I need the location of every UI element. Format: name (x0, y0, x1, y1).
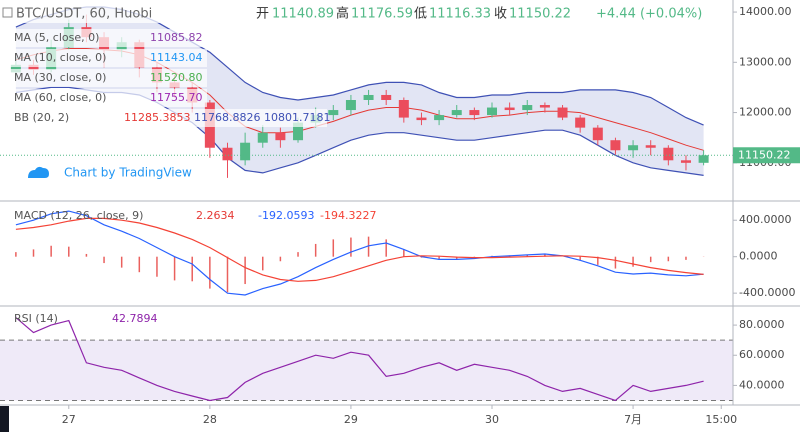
y-tick-label: -400.0000 (739, 286, 795, 299)
candle-body (345, 100, 356, 111)
indicator-value: 11520.80 (150, 71, 203, 84)
change: +4.44 (+0.04%) (596, 7, 702, 22)
candle-body (257, 132, 268, 143)
indicator-name: MA (30, close, 0) (14, 71, 106, 84)
candle-body (663, 147, 674, 161)
y-tick-label: 12000.00 (739, 106, 792, 119)
symbol-title: BTC/USDT, 60, Huobi (16, 7, 152, 22)
candle-body (539, 105, 550, 108)
collapse-icon[interactable] (2, 7, 13, 18)
indicator-name: MA (5, close, 0) (14, 31, 99, 44)
last-price-tag (733, 147, 800, 164)
indicator-legend-bg (2, 109, 327, 127)
indicator-name: MA (60, close, 0) (14, 91, 106, 104)
credit: Chart by TradingView (22, 160, 202, 184)
x-tick-label: 7月 (624, 413, 642, 426)
ohlc-name: 高 (336, 6, 349, 22)
candle-body (557, 107, 568, 118)
y-tick-label: 400.0000 (739, 213, 792, 226)
y-tick-label: 0.0000 (739, 250, 778, 263)
candle-body (10, 64, 21, 73)
ohlc-name: 开 (256, 7, 269, 22)
rsi-line (15, 317, 704, 402)
x-tick-label: 30 (485, 413, 499, 426)
y-tick-label: 13000.00 (739, 55, 792, 68)
candle-body (487, 107, 497, 116)
candle-body (416, 117, 427, 121)
last-price-label: 11150.22 (738, 148, 791, 161)
indicator-name: MA (10, close, 0) (14, 51, 106, 64)
candle-body (680, 160, 691, 163)
y-tick-label: 14000.00 (739, 5, 792, 18)
indicator-legend-bg (2, 49, 207, 67)
indicator-legend-bg (2, 29, 207, 47)
candle-body (451, 110, 462, 116)
candle-body (628, 145, 639, 151)
legend: BTC/USDT, 60, Huobi 开 11140.89 高 11176.5… (2, 3, 722, 325)
pane-value: 42.7894 (112, 312, 158, 325)
candle-body (698, 155, 709, 163)
legend-bg (2, 3, 722, 23)
y-tick-label: 60.0000 (739, 348, 785, 361)
x-tick-label: 27 (62, 413, 76, 426)
y-tick-label: 80.0000 (739, 318, 785, 331)
y-tick-label: 40.0000 (739, 378, 785, 391)
pane-title: RSI (14) (14, 312, 58, 325)
indicator-name: BB (20, 2) (14, 111, 69, 124)
ohlc-value: 11116.33 (429, 7, 491, 22)
indicator-value: 11143.04 (150, 51, 203, 64)
indicator-legend-bg (2, 89, 207, 107)
candle-body (381, 94, 392, 100)
candle-body (610, 140, 621, 151)
candle-body (575, 117, 586, 128)
x-tick-label: 29 (344, 413, 358, 426)
credit-bg (22, 160, 202, 184)
candle-body (434, 115, 445, 121)
indicator-legend-bg (2, 69, 207, 87)
candle-body (504, 107, 515, 111)
indicator-value: 11285.3853 (124, 111, 190, 124)
pane-value: -192.0593 (258, 209, 314, 222)
pane-title: MACD (12, 26, close, 9) (14, 209, 143, 222)
pane-value: -194.3227 (320, 209, 376, 222)
corner-block (0, 406, 9, 432)
candle-body (592, 127, 603, 141)
credit-text[interactable]: Chart by TradingView (64, 166, 192, 180)
candle-body (28, 64, 39, 70)
ohlc-name: 低 (414, 7, 427, 22)
pane-value: 2.2634 (196, 209, 235, 222)
candle-body (645, 145, 656, 148)
macd-line (15, 217, 704, 282)
candle-body (328, 110, 339, 116)
ohlc-value: 11150.22 (509, 7, 571, 22)
tv-logo (28, 166, 49, 178)
macd-line (15, 210, 704, 296)
indicator-value: 10801.7181 (264, 111, 330, 124)
candle-body (293, 122, 304, 141)
candle-body (469, 110, 480, 116)
indicator-value: 11755.70 (150, 91, 203, 104)
candle-body (275, 132, 286, 141)
indicator-value: 11085.82 (150, 31, 203, 44)
indicator-value: 11768.8826 (194, 111, 260, 124)
x-tick-label: 28 (203, 413, 217, 426)
candle-body (398, 100, 409, 118)
rsi-band-fill (0, 340, 733, 401)
candle-body (222, 147, 233, 161)
ohlc-value: 11140.89 (272, 7, 334, 22)
x-tick-label: 15:00 (705, 413, 737, 426)
candle-body (522, 105, 533, 111)
candle-body (363, 94, 374, 100)
ohlc-name: 收 (494, 7, 507, 22)
ohlc-value: 11176.59 (351, 7, 413, 22)
candle-body (240, 142, 251, 161)
